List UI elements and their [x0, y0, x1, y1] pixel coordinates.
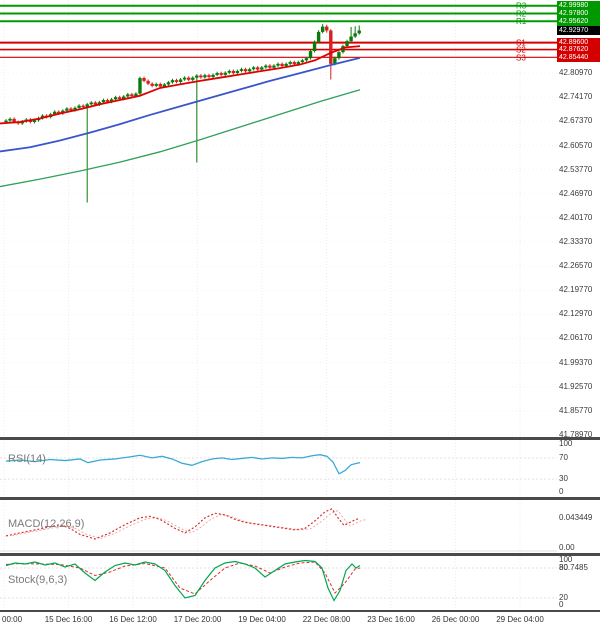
rsi-axis-label: 70 — [559, 452, 568, 462]
macd-label: MACD(12,26,9) — [8, 518, 85, 530]
rsi-label: RSI(14) — [8, 453, 46, 465]
panel-divider — [0, 610, 600, 612]
ma-mid-line — [0, 56, 361, 153]
panel-divider[interactable] — [0, 437, 600, 440]
pivot-label-r3: R3 — [516, 2, 527, 11]
stoch-value-label: 80.7485 — [559, 562, 588, 572]
price-axis-label: 42.19770 — [559, 285, 593, 295]
macd-zero-label: 0.00 — [559, 543, 575, 552]
ma-fast-line — [0, 45, 361, 125]
price-axis-label: 41.85770 — [559, 405, 593, 415]
time-axis-label: 23 Dec 16:00 — [367, 615, 415, 624]
main-chart-panel[interactable]: R3 R2 R1 S1 S2 S3 42.80970 42.74170 42.67370 42.… — [0, 0, 600, 439]
price-axis-label: 42.80970 — [559, 68, 593, 78]
time-axis-label: 22 Dec 08:00 — [302, 615, 351, 624]
pivot-label-s2: S2 — [516, 46, 526, 55]
time-axis-label: 00:00 — [2, 615, 23, 624]
stoch-k-line — [5, 559, 361, 602]
price-axis-label: 42.67370 — [559, 116, 593, 126]
rsi-line — [5, 454, 361, 475]
price-axis-label: 41.99370 — [559, 357, 593, 367]
pivot-label-s1: S1 — [516, 39, 526, 48]
price-axis-label: 42.40170 — [559, 212, 593, 222]
macd-line — [5, 508, 361, 540]
support-price-box: 42.89600 — [557, 38, 600, 48]
stoch-axis-label: 100 — [559, 555, 573, 564]
rsi-chart[interactable] — [0, 440, 557, 497]
rsi-axis-label: 30 — [559, 474, 568, 484]
rsi-axis: 100 70 30 0 — [557, 440, 600, 497]
price-axis-label: 42.33370 — [559, 237, 593, 247]
stochastic-label: Stock(9,6,3) — [8, 574, 68, 586]
stochastic-axis: 100 80 20 0 80.7485 — [557, 556, 600, 610]
time-axis-label: 16 Dec 12:00 — [109, 615, 157, 624]
time-axis-label: 29 Dec 04:00 — [496, 615, 544, 624]
macd-signal-line — [11, 510, 367, 539]
current-price-box: 42.92970 — [557, 26, 600, 36]
price-axis-label: 42.53770 — [559, 164, 593, 174]
price-axis-label: 42.46970 — [559, 188, 593, 198]
rsi-panel[interactable]: RSI(14) 100 70 30 0 — [0, 440, 600, 497]
pivot-label-r2: R2 — [516, 9, 527, 18]
stoch-axis-label: 80 — [559, 563, 568, 572]
time-axis-label: 19 Dec 04:00 — [238, 615, 286, 624]
time-axis-label: 15 Dec 16:00 — [44, 615, 93, 624]
ma-slow-line — [0, 89, 361, 188]
stochastic-panel[interactable]: Stock(9,6,3) 100 80 20 0 80.7485 — [0, 556, 600, 610]
macd-axis: 0.043449 0.00 — [557, 500, 600, 553]
candles — [4, 24, 361, 203]
price-axis-label: 42.06170 — [559, 333, 593, 343]
pivot-label-s3: S3 — [516, 53, 526, 62]
resistance-price-box: 42.99980 — [557, 1, 600, 11]
macd-panel[interactable]: MACD(12,26,9) 0.043449 0.00 — [0, 500, 600, 553]
resistance-price-box: 42.97800 — [557, 8, 600, 18]
price-axis-label: 42.12970 — [559, 309, 593, 319]
price-axis-label: 41.78970 — [559, 429, 593, 439]
support-price-box: 42.85440 — [557, 52, 600, 62]
price-axis-label: 42.74170 — [559, 92, 593, 102]
price-axis-label: 42.26570 — [559, 261, 593, 271]
time-axis-label: 26 Dec 00:00 — [431, 615, 480, 624]
support-price-box: 42.87620 — [557, 45, 600, 55]
rsi-axis-label: 100 — [559, 439, 573, 448]
panel-divider[interactable] — [0, 497, 600, 500]
rsi-axis-label: 0 — [559, 487, 564, 496]
time-axis[interactable]: 00:00 15 Dec 16:00 16 Dec 12:00 17 Dec 20:0… — [0, 612, 600, 628]
panel-divider[interactable] — [0, 553, 600, 556]
stoch-axis-label: 20 — [559, 593, 568, 602]
macd-value-label: 0.043449 — [559, 513, 593, 523]
time-axis-label: 17 Dec 20:00 — [173, 615, 222, 624]
macd-chart[interactable] — [0, 500, 557, 553]
pivot-label-r1: R1 — [516, 17, 527, 26]
resistance-price-box: 42.95620 — [557, 16, 600, 26]
stochastic-chart[interactable] — [0, 556, 557, 610]
price-axis-label: 42.60570 — [559, 140, 593, 150]
stoch-axis-label: 0 — [559, 600, 564, 609]
price-axis-label: 41.92570 — [559, 381, 593, 391]
price-axis[interactable]: 42.80970 42.74170 42.67370 42.60570 42.53770… — [557, 0, 600, 439]
